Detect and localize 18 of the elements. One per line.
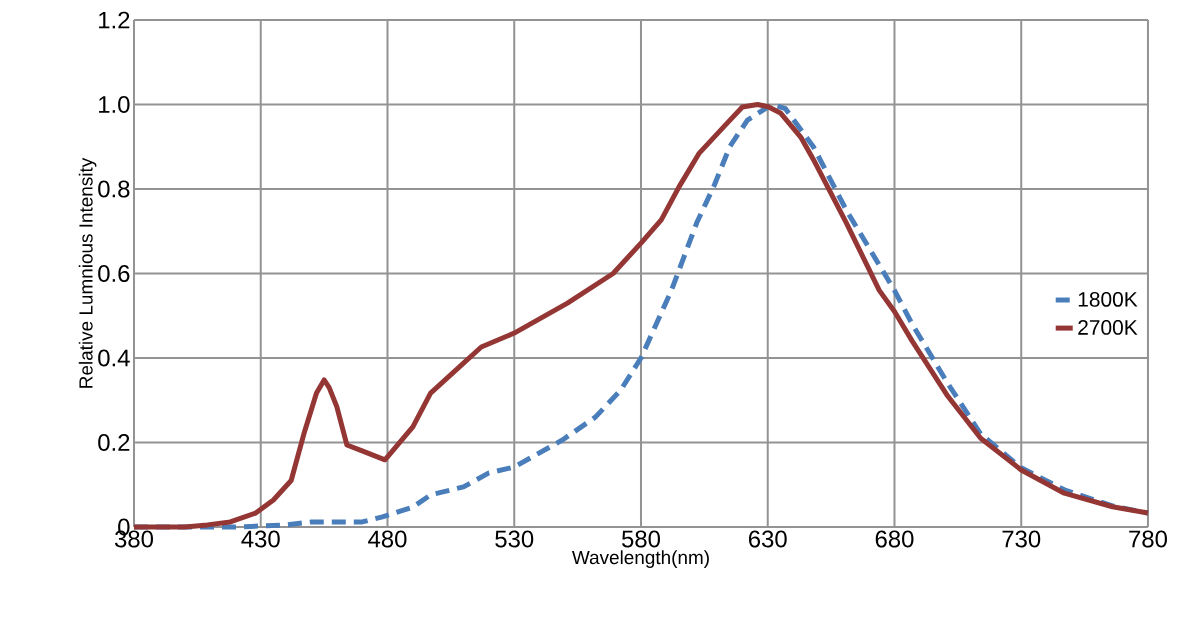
legend-label: 2700K — [1078, 320, 1138, 335]
y-tick-label: 1.0 — [99, 96, 130, 113]
x-tick-label: 530 — [495, 530, 534, 548]
x-tick-label: 730 — [1002, 530, 1041, 548]
y-axis-title: Relative Lumnious Intensity — [78, 157, 97, 388]
y-tick-label: 1.2 — [99, 11, 130, 29]
x-tick-label: 780 — [1129, 530, 1167, 548]
y-tick-label: 0.2 — [98, 434, 130, 451]
x-tick-label: 630 — [749, 530, 787, 548]
x-tick-label: 480 — [368, 530, 407, 548]
y-tick-label: 0.6 — [98, 265, 130, 282]
x-axis-title: Wavelength(nm) — [571, 550, 709, 568]
x-tick-label: 580 — [621, 530, 660, 548]
y-tick-label: 0.8 — [98, 180, 130, 198]
y-tick-label: 0.4 — [98, 349, 130, 367]
x-tick-label: 430 — [241, 530, 280, 548]
legend-label: 1800K — [1078, 291, 1138, 307]
x-tick-label: 680 — [875, 530, 914, 548]
